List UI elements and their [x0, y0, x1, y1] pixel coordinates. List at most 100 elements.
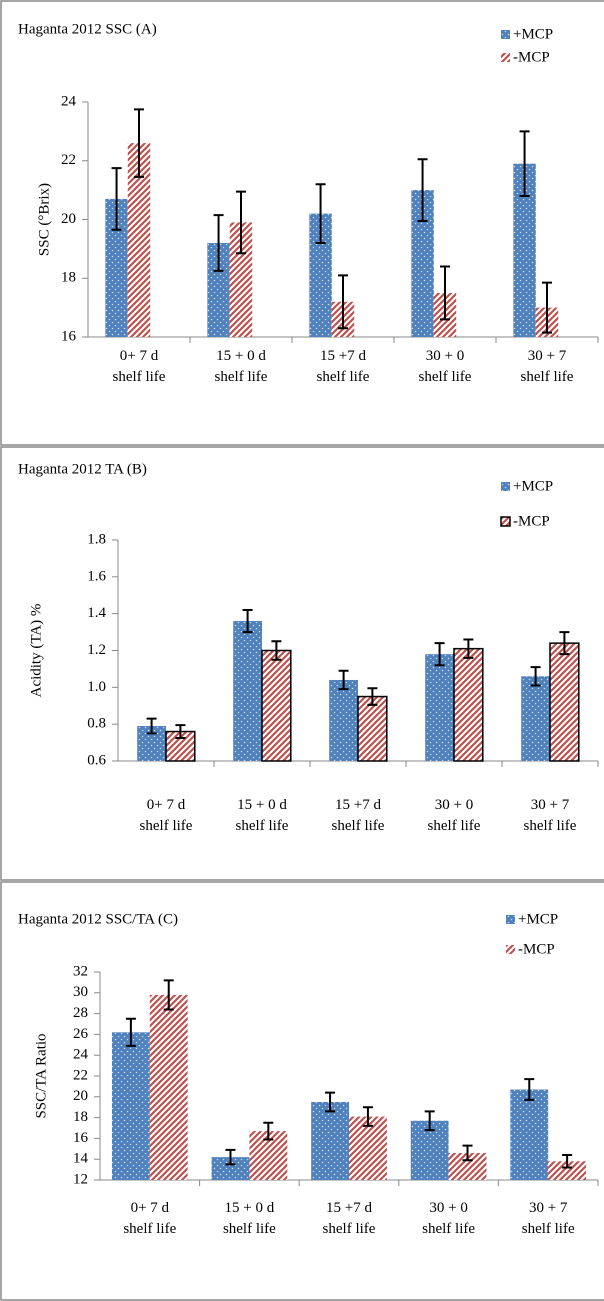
bar — [329, 679, 358, 761]
y-tick-label: 30 — [73, 984, 88, 1000]
legend-swatch — [501, 30, 510, 39]
y-tick-label: 18 — [61, 270, 76, 286]
error-bar — [236, 190, 246, 255]
y-tick-label: 26 — [73, 1026, 89, 1042]
y-tick-label: 0.6 — [87, 752, 106, 768]
y-tick-label: 1.4 — [87, 605, 106, 621]
bar — [229, 222, 253, 337]
y-tick-label: 1.8 — [87, 531, 106, 547]
panel-border — [0, 0, 604, 446]
y-tick-label: 22 — [61, 152, 76, 168]
y-tick-label: 28 — [73, 1005, 88, 1021]
y-tick-label: 12 — [73, 1171, 88, 1187]
chart-title: Haganta 2012 SSC (A) — [18, 21, 157, 37]
bar — [233, 621, 262, 761]
error-bar — [315, 183, 326, 244]
y-tick-label: 22 — [73, 1067, 88, 1083]
bar — [357, 695, 388, 762]
x-tick-label: 15 + 0 d shelf life — [222, 1200, 276, 1237]
y-tick-label: 16 — [61, 328, 77, 344]
y-tick-label: 1.6 — [87, 568, 106, 584]
error-bar — [417, 158, 428, 222]
bar — [311, 1102, 349, 1180]
error-bar — [242, 608, 253, 634]
bar — [207, 243, 230, 337]
x-tick-label: 30 + 0 shelf life — [427, 797, 481, 834]
bar — [111, 1032, 150, 1180]
legend-swatch — [500, 516, 511, 527]
chart-title: Haganta 2012 SSC/TA (C) — [18, 911, 178, 927]
x-tick-label: 15 +7 d shelf life — [316, 348, 370, 385]
bar — [521, 676, 550, 761]
chart-title: Haganta 2012 TA (B) — [18, 461, 147, 477]
legend-label: -MCP — [513, 513, 550, 529]
bar — [510, 1089, 549, 1180]
y-tick-label: 0.8 — [87, 716, 106, 732]
error-bar — [325, 1091, 336, 1113]
y-tick-label: 20 — [73, 1088, 88, 1104]
error-bar — [362, 1106, 373, 1127]
y-tick-label: 1.2 — [87, 642, 106, 658]
error-bar — [562, 1154, 573, 1169]
x-tick-label: 0+ 7 d shelf life — [139, 797, 193, 834]
legend-swatch — [506, 945, 515, 954]
legend-label: +MCP — [513, 478, 553, 494]
error-bar — [462, 1144, 473, 1162]
x-tick-label: 30 + 0 shelf life — [418, 348, 472, 385]
x-tick-label: 15 +7 d shelf life — [322, 1200, 376, 1237]
bar — [411, 190, 434, 337]
error-bar — [559, 631, 570, 656]
bar — [549, 642, 580, 762]
error-bar — [530, 666, 541, 687]
y-axis-title: SSC/TA Ratio — [33, 1033, 49, 1118]
error-bar — [263, 1121, 274, 1141]
error-bar — [163, 979, 174, 1011]
bar — [149, 994, 188, 1180]
y-tick-label: 24 — [73, 1047, 89, 1063]
error-bar — [463, 638, 474, 659]
error-bar — [367, 687, 378, 706]
x-tick-label: 30 + 7 shelf life — [521, 1200, 575, 1237]
bar — [425, 654, 454, 761]
bar — [349, 1116, 387, 1180]
y-tick-label: 14 — [73, 1151, 89, 1167]
y-tick-label: 24 — [61, 93, 77, 109]
bar — [513, 163, 536, 337]
x-tick-label: 30 + 7 shelf life — [523, 797, 577, 834]
legend-swatch — [501, 482, 510, 491]
panel-border — [0, 446, 604, 881]
error-bar — [175, 724, 186, 739]
error-bar — [338, 669, 349, 691]
x-tick-label: 0+ 7 d shelf life — [112, 348, 166, 385]
x-tick-label: 30 + 7 shelf life — [520, 348, 574, 385]
panel-border — [0, 881, 604, 1301]
bar — [165, 730, 196, 762]
y-axis-title: Acidity (TA) % — [28, 604, 44, 698]
legend-swatch — [506, 915, 515, 924]
x-tick-label: 15 +7 d shelf life — [331, 797, 385, 834]
x-tick-label: 15 + 0 d shelf life — [235, 797, 289, 834]
error-bar — [524, 1078, 535, 1101]
x-tick-label: 15 + 0 d shelf life — [214, 348, 268, 385]
legend-label: -MCP — [518, 941, 555, 957]
y-tick-label: 1.0 — [87, 679, 106, 695]
bar — [261, 649, 292, 762]
legend-label: +MCP — [513, 26, 553, 42]
x-tick-label: 0+ 7 d shelf life — [123, 1200, 177, 1237]
y-tick-label: 20 — [61, 211, 76, 227]
y-tick-label: 16 — [73, 1130, 89, 1146]
bar — [548, 1161, 587, 1180]
x-tick-label: 30 + 0 shelf life — [422, 1200, 476, 1237]
error-bar — [542, 281, 552, 334]
error-bar — [146, 717, 157, 735]
error-bar — [338, 274, 348, 330]
bar — [211, 1157, 250, 1180]
error-bar — [519, 130, 530, 197]
bar — [127, 143, 151, 337]
bar — [105, 198, 128, 337]
error-bar — [111, 167, 122, 231]
legend-label: -MCP — [513, 49, 550, 65]
error-bar — [424, 1110, 435, 1132]
